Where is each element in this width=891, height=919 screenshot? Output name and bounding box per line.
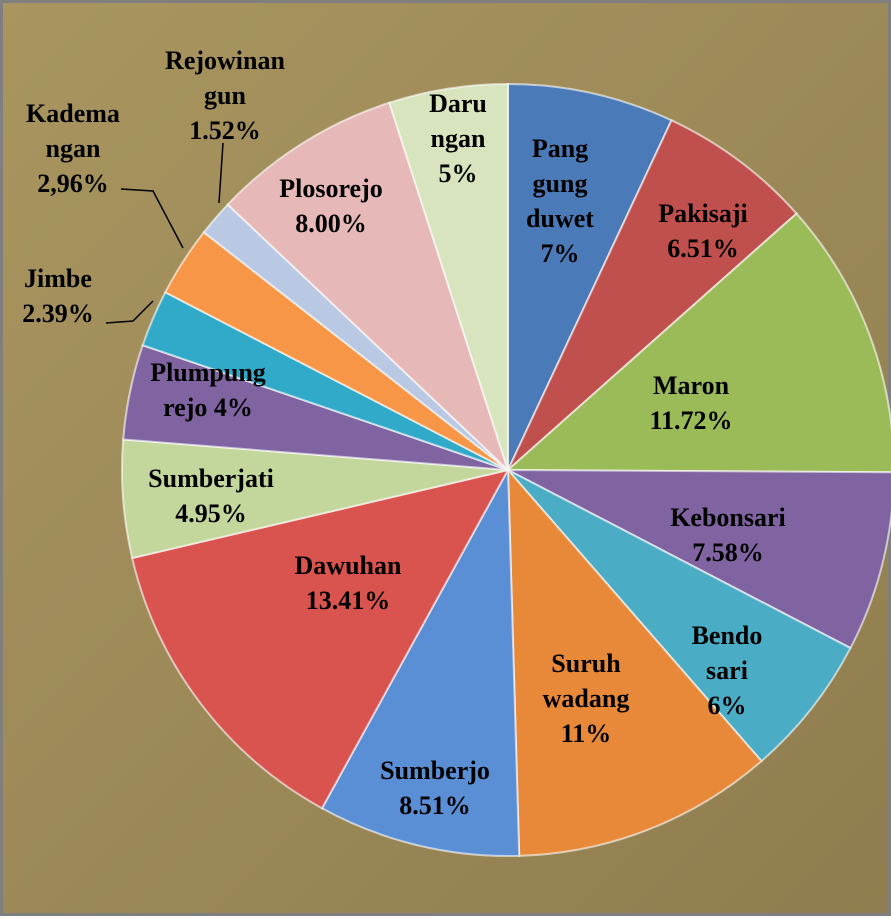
pie-slice — [130, 468, 510, 810]
pie-slice — [507, 119, 798, 471]
leader-line — [105, 300, 154, 324]
category-name: Pakisaji — [658, 199, 748, 228]
value-label: 7.58% — [692, 538, 764, 567]
category-name: Kebonsari — [670, 503, 786, 532]
slice-label: Bendo sari 6% — [692, 618, 763, 723]
slice-label: Sumberjati 4.95% — [148, 461, 274, 531]
category-name: Rejowinan gun — [165, 46, 285, 110]
pie-canvas — [105, 82, 891, 857]
slice-label: Pakisaji 6.51% — [658, 196, 748, 266]
category-name: Suruh wadang — [542, 649, 630, 713]
category-name: Dawuhan — [294, 551, 402, 580]
slice-label: Kadema ngan 2,96% — [26, 96, 120, 201]
category-name: Pang gung duwet — [526, 134, 594, 233]
value-label: 11.72% — [649, 406, 733, 435]
slice-label: Daru ngan 5% — [429, 86, 487, 191]
slice-label: Rejowinan gun 1.52% — [165, 43, 285, 148]
category-name: Bendo sari — [691, 621, 763, 685]
slice-label: Dawuhan 13.41% — [295, 548, 402, 618]
pie-slice — [388, 82, 509, 471]
category-name: Jimbe — [24, 264, 92, 293]
slice-label: Maron 11.72% — [649, 368, 732, 438]
value-label: 4% — [213, 393, 253, 422]
category-name: Maron — [652, 371, 730, 400]
pie-slice — [505, 212, 891, 474]
value-label: 13.41% — [305, 586, 391, 615]
pie-slice — [507, 469, 891, 650]
pie-slice — [226, 101, 509, 471]
value-label: 6.51% — [667, 234, 739, 263]
category-name: Plumpung rejo — [150, 358, 266, 422]
value-label: 2.39% — [22, 299, 94, 328]
category-name: Daru ngan — [429, 89, 487, 153]
pie-slice — [506, 467, 763, 857]
slice-label: Jimbe 2.39% — [22, 261, 94, 331]
value-label: 5% — [438, 159, 478, 188]
category-name: Kadema ngan — [26, 99, 120, 163]
slice-label: Suruh wadang 11% — [543, 646, 630, 751]
category-name: Plosorejo — [279, 174, 383, 203]
value-label: 8.51% — [399, 791, 471, 820]
category-name: Sumberjati — [148, 464, 274, 493]
value-label: 6% — [707, 691, 747, 720]
pie-slice — [320, 466, 521, 857]
slice-label: Pang gung duwet 7% — [526, 131, 594, 271]
value-label: 4.95% — [175, 499, 247, 528]
pie-slice — [507, 469, 852, 763]
category-name: Sumberjo — [380, 756, 490, 785]
pie-slice — [507, 82, 673, 471]
slice-label: Plumpung rejo 4% — [150, 355, 266, 425]
value-label: 1.52% — [189, 116, 261, 145]
slice-label: Kebonsari 7.58% — [670, 500, 786, 570]
leader-line — [120, 188, 184, 249]
value-label: 7% — [540, 239, 580, 268]
value-label: 11% — [560, 719, 612, 748]
leader-line — [218, 142, 224, 204]
slice-label: Plosorejo 8.00% — [279, 171, 383, 241]
slice-label: Sumberjo 8.51% — [380, 753, 490, 823]
value-label: 2,96% — [37, 169, 109, 198]
value-label: 8.00% — [295, 209, 367, 238]
